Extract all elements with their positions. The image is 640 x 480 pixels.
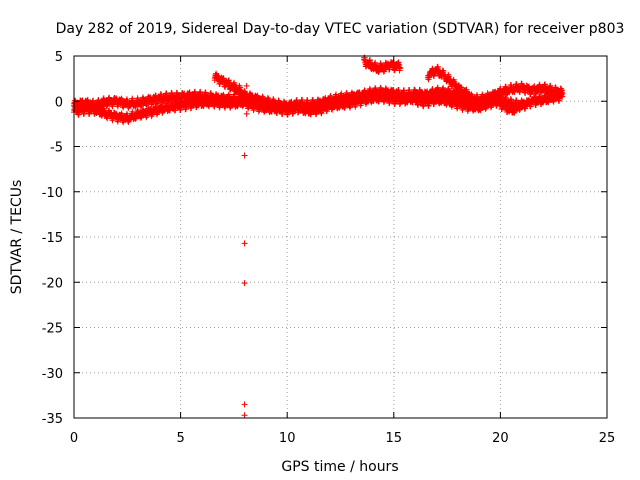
- x-tick-label: 5: [176, 431, 184, 446]
- data-point: [467, 93, 474, 100]
- data-point: [241, 401, 248, 408]
- data-point: [236, 84, 243, 91]
- data-points: [71, 54, 566, 419]
- data-point: [401, 93, 408, 100]
- y-tick-label: -20: [42, 276, 63, 291]
- data-point: [265, 101, 272, 108]
- x-tick-label: 25: [599, 431, 616, 446]
- data-point: [163, 101, 170, 108]
- data-point: [241, 280, 248, 287]
- data-point: [440, 68, 447, 75]
- x-tick-label: 20: [492, 431, 509, 446]
- data-point: [508, 82, 515, 89]
- x-tick-label: 0: [70, 431, 78, 446]
- data-point: [396, 61, 403, 68]
- data-point: [522, 100, 529, 107]
- data-point: [502, 95, 509, 102]
- axis-ticks: 0 5 10 15 20 25 5 0 -5 -10 -15 -20 -25 -30 -35: [42, 50, 616, 446]
- chart-title: Day 282 of 2019, Sidereal Day-to-day VTE…: [56, 21, 625, 37]
- x-tick-label: 10: [279, 431, 296, 446]
- y-tick-label: 5: [55, 50, 63, 65]
- data-point: [559, 93, 566, 100]
- data-point: [497, 97, 504, 104]
- y-tick-label: -5: [50, 141, 63, 156]
- data-point: [463, 86, 470, 93]
- y-tick-label: 0: [55, 95, 63, 110]
- y-axis-label: SDTVAR / TECUs: [9, 180, 25, 295]
- y-tick-label: -10: [42, 186, 63, 201]
- y-tick-label: -15: [42, 231, 63, 246]
- data-point: [241, 152, 248, 159]
- data-point: [243, 82, 250, 89]
- data-point: [508, 96, 515, 103]
- data-point: [372, 91, 379, 98]
- grid: [74, 56, 607, 418]
- data-point: [397, 64, 404, 71]
- data-point: [299, 96, 306, 103]
- data-point: [241, 412, 248, 419]
- y-tick-label: -25: [42, 322, 63, 337]
- data-point: [372, 86, 379, 93]
- data-point: [434, 63, 441, 70]
- data-point: [445, 73, 452, 80]
- data-point: [243, 110, 250, 117]
- data-point: [299, 102, 306, 109]
- data-point: [241, 240, 248, 247]
- data-point: [163, 90, 170, 97]
- data-point: [231, 82, 238, 89]
- y-tick-label: -35: [42, 412, 63, 427]
- data-point: [502, 100, 509, 107]
- x-axis-label: GPS time / hours: [281, 459, 398, 475]
- y-tick-label: -30: [42, 367, 63, 382]
- x-tick-label: 15: [386, 431, 403, 446]
